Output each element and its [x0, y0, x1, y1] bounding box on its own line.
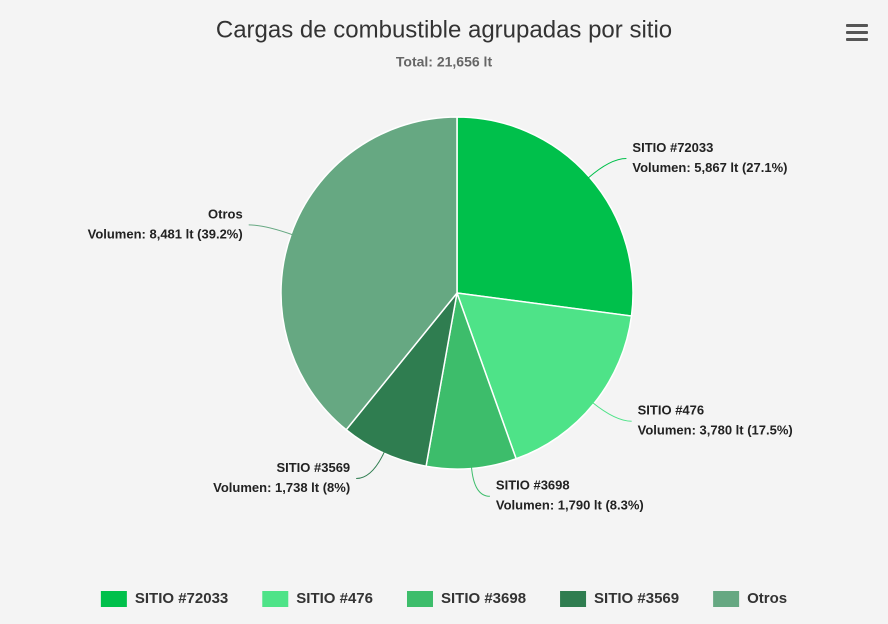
legend-label: Otros [747, 590, 787, 607]
legend: SITIO #72033 SITIO #476 SITIO #3698 SITIO #… [100, 590, 787, 607]
data-label: Volumen: 1,790 lt (8.3%) [496, 498, 644, 513]
legend-label: SITIO #3698 [441, 590, 526, 607]
legend-swatch [100, 591, 127, 607]
connector [356, 451, 386, 480]
legend-swatch [262, 591, 289, 607]
legend-label: SITIO #72033 [135, 590, 228, 607]
data-label-name: SITIO #476 [638, 403, 704, 418]
legend-label: SITIO #3569 [594, 590, 679, 607]
chart-title: Cargas de combustible agrupadas por siti… [216, 16, 672, 43]
data-label: Volumen: 5,867 lt (27.1%) [632, 160, 787, 175]
legend-swatch [406, 591, 433, 607]
data-label: Volumen: 8,481 lt (39.2%) [88, 226, 243, 241]
data-label-name: Otros [208, 206, 243, 221]
menu-bar [846, 24, 868, 27]
data-label: Volumen: 3,780 lt (17.5%) [638, 423, 793, 438]
legend-label: SITIO #476 [296, 590, 373, 607]
connector [470, 466, 490, 497]
connector [592, 401, 632, 422]
connector [248, 224, 294, 236]
legend-swatch [713, 591, 740, 607]
chart-subtitle: Total: 21,656 lt [396, 54, 493, 70]
menu-bar [846, 38, 868, 41]
menu-bar [846, 31, 868, 34]
data-label-name: SITIO #72033 [632, 140, 713, 155]
legend-swatch [560, 591, 587, 607]
menu-button[interactable] [842, 18, 872, 46]
connector [587, 158, 627, 179]
data-label-name: SITIO #3569 [276, 460, 350, 475]
data-label: Volumen: 1,738 lt (8%) [213, 480, 350, 495]
data-label-name: SITIO #3698 [496, 478, 570, 493]
